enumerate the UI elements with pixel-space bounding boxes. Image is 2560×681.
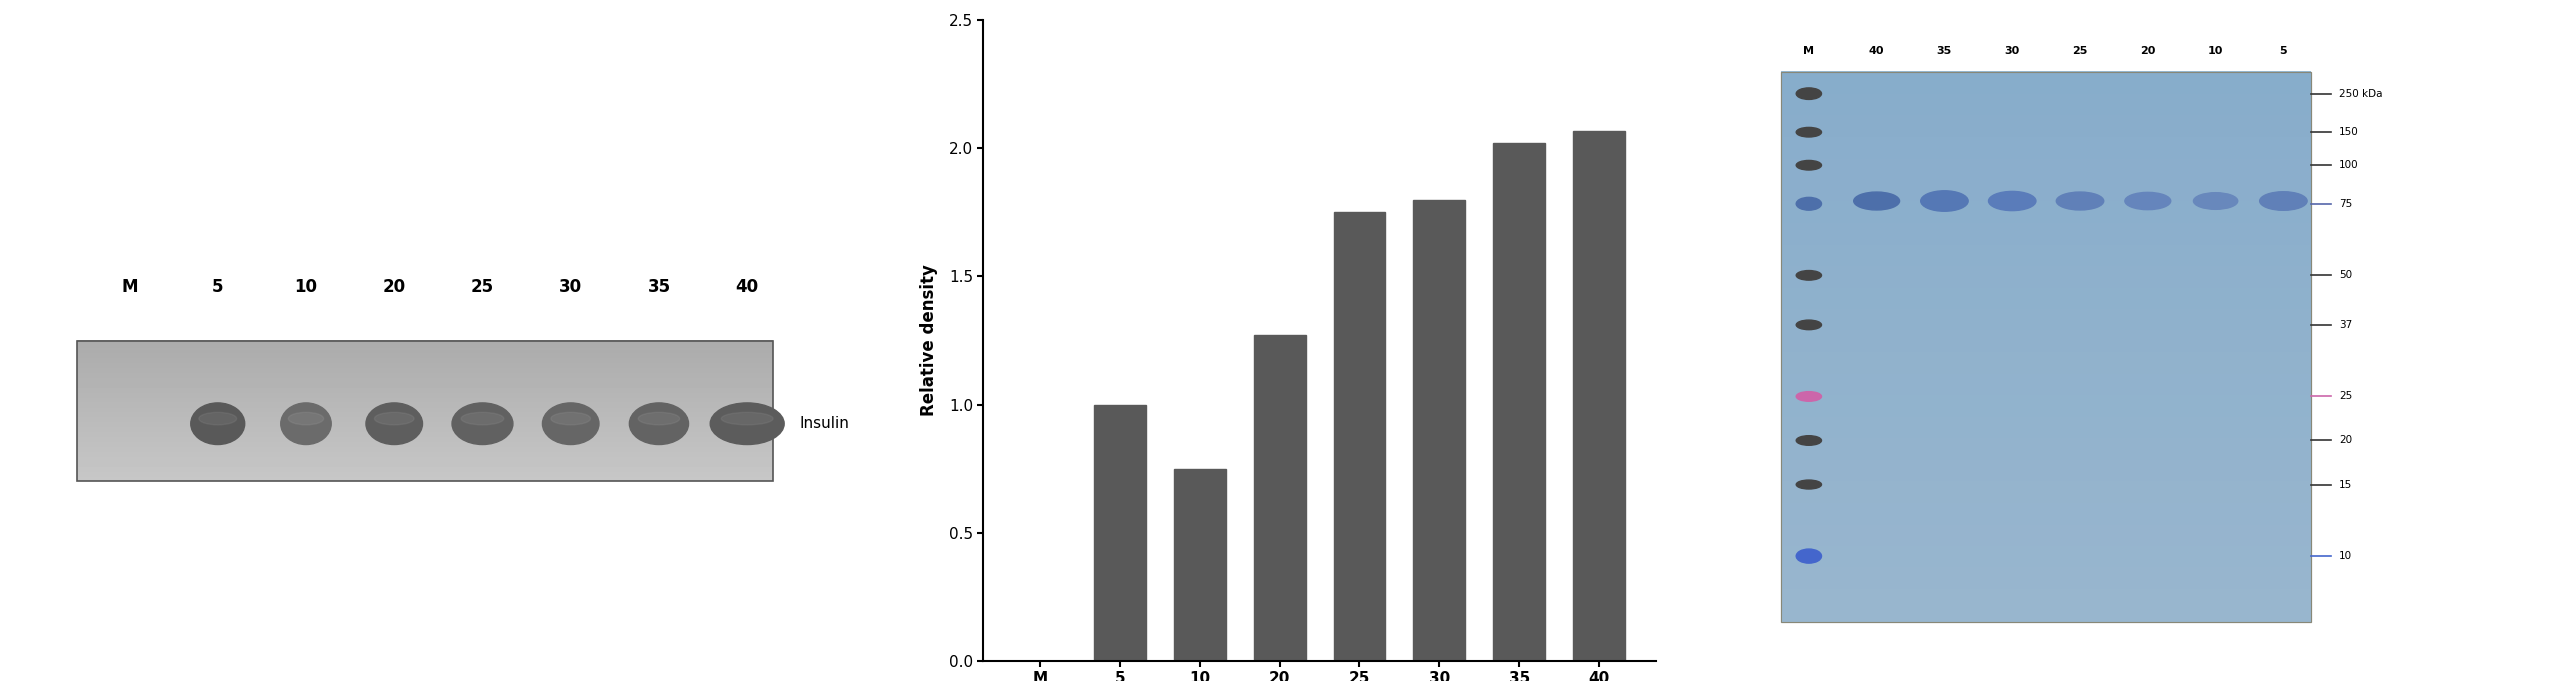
Text: 35: 35 (648, 278, 671, 296)
Text: 25: 25 (471, 278, 494, 296)
Text: 15: 15 (2340, 479, 2353, 490)
Ellipse shape (1797, 392, 1823, 401)
Ellipse shape (1797, 197, 1823, 210)
Text: 150: 150 (2340, 127, 2358, 137)
Ellipse shape (637, 413, 678, 425)
Text: 25: 25 (2074, 46, 2089, 56)
Bar (1782, 72, 2312, 622)
Ellipse shape (192, 403, 246, 445)
Text: 25: 25 (2340, 392, 2353, 401)
Text: 40: 40 (735, 278, 758, 296)
Ellipse shape (630, 403, 689, 445)
Text: 37: 37 (2340, 320, 2353, 330)
Text: 250 kDa: 250 kDa (2340, 89, 2383, 99)
Bar (77, 340, 773, 481)
Ellipse shape (1920, 191, 1969, 211)
Text: 5: 5 (212, 278, 223, 296)
Bar (1334, 212, 1385, 661)
Ellipse shape (722, 413, 773, 425)
Ellipse shape (282, 403, 330, 445)
Ellipse shape (1853, 192, 1900, 210)
Ellipse shape (289, 413, 323, 425)
Text: 50: 50 (2340, 270, 2353, 281)
Bar (1254, 335, 1306, 661)
Text: M: M (120, 278, 138, 296)
Ellipse shape (1797, 88, 1823, 99)
Text: 10: 10 (294, 278, 317, 296)
Text: 75: 75 (2340, 199, 2353, 209)
Ellipse shape (1797, 161, 1823, 170)
Bar (1093, 405, 1147, 661)
Text: 20: 20 (2140, 46, 2156, 56)
Bar (1413, 200, 1464, 661)
Bar (1782, 72, 2312, 622)
Ellipse shape (1797, 127, 1823, 137)
Ellipse shape (1797, 436, 1823, 445)
Ellipse shape (2194, 193, 2237, 209)
Y-axis label: Relative density: Relative density (919, 264, 937, 417)
Ellipse shape (1989, 191, 2035, 210)
Bar (1574, 131, 1626, 661)
Ellipse shape (366, 403, 422, 445)
Ellipse shape (374, 413, 415, 425)
Text: 10: 10 (2207, 46, 2222, 56)
Bar (1492, 143, 1546, 661)
Ellipse shape (543, 403, 599, 445)
Ellipse shape (2125, 192, 2171, 210)
Ellipse shape (453, 403, 512, 445)
Text: M: M (1802, 46, 1815, 56)
Ellipse shape (2260, 192, 2307, 210)
Text: 10: 10 (2340, 551, 2353, 561)
Ellipse shape (2056, 192, 2104, 210)
Text: 20: 20 (2340, 435, 2353, 445)
Bar (1172, 469, 1226, 661)
Ellipse shape (550, 413, 591, 425)
Ellipse shape (461, 413, 504, 425)
Text: 35: 35 (1938, 46, 1953, 56)
Text: 5: 5 (2278, 46, 2286, 56)
Text: 100: 100 (2340, 160, 2358, 170)
Ellipse shape (1797, 480, 1823, 489)
Text: 20: 20 (381, 278, 407, 296)
Text: Insulin: Insulin (799, 416, 850, 431)
Ellipse shape (1797, 270, 1823, 280)
Text: 30: 30 (558, 278, 581, 296)
Ellipse shape (1797, 320, 1823, 330)
Text: 30: 30 (2004, 46, 2020, 56)
Ellipse shape (1797, 549, 1823, 563)
Text: 40: 40 (1869, 46, 1884, 56)
Ellipse shape (200, 413, 236, 425)
Ellipse shape (709, 403, 783, 445)
